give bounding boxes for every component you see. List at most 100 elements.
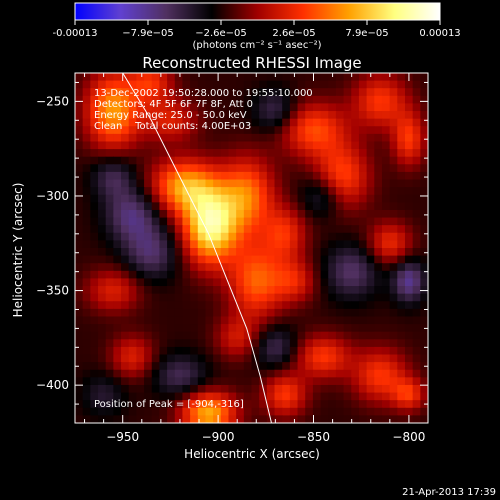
- heatmap-cell: [274, 187, 283, 196]
- heatmap-cell: [228, 194, 237, 203]
- heatmap-cell: [220, 293, 230, 302]
- heatmap-cell: [412, 278, 421, 287]
- heatmap-cell: [289, 324, 299, 333]
- heatmap-cell: [236, 293, 245, 302]
- heatmap-cell: [305, 88, 314, 97]
- heatmap-cell: [144, 308, 153, 318]
- heatmap-cell: [82, 248, 91, 257]
- heatmap-cell: [82, 339, 91, 348]
- heatmap-cell: [174, 73, 184, 82]
- heatmap-cell: [205, 255, 214, 264]
- heatmap-cell: [98, 217, 107, 226]
- heatmap-cell: [75, 156, 84, 165]
- heatmap-cell: [75, 149, 84, 158]
- heatmap-cell: [366, 133, 375, 143]
- heatmap-cell: [374, 171, 383, 181]
- heatmap-cell: [182, 362, 191, 371]
- heatmap-cell: [205, 95, 214, 105]
- heatmap-cell: [381, 194, 391, 203]
- heatmap-cell: [274, 407, 283, 416]
- heatmap-cell: [289, 133, 299, 143]
- heatmap-cell: [328, 111, 337, 120]
- heatmap-cell: [236, 73, 245, 82]
- heatmap-cell: [121, 263, 130, 272]
- heatmap-cell: [297, 126, 306, 135]
- heatmap-cell: [259, 156, 268, 165]
- heatmap-cell: [312, 354, 322, 363]
- heatmap-cell: [420, 225, 428, 234]
- heatmap-cell: [205, 217, 214, 226]
- heatmap-cell: [335, 187, 345, 196]
- heatmap-cell: [259, 126, 268, 135]
- heatmap-cell: [82, 377, 91, 386]
- heatmap-cell: [213, 354, 222, 363]
- heatmap-cell: [251, 103, 260, 112]
- heatmap-cell: [381, 278, 391, 287]
- heatmap-cell: [289, 194, 299, 203]
- heatmap-cell: [167, 278, 176, 287]
- heatmap-cell: [412, 240, 421, 249]
- heatmap-cell: [259, 225, 268, 234]
- heatmap-cell: [182, 202, 191, 211]
- heatmap-cell: [366, 217, 375, 226]
- heatmap-cell: [282, 248, 291, 257]
- heatmap-cell: [213, 133, 222, 143]
- heatmap-cell: [412, 95, 421, 105]
- heatmap-cell: [159, 225, 168, 234]
- heatmap-cell: [266, 103, 276, 112]
- colorbar-tick-label: −7.9e−05: [122, 28, 174, 39]
- heatmap-cell: [397, 240, 406, 249]
- heatmap-cell: [167, 240, 176, 249]
- heatmap-cell: [144, 255, 153, 264]
- heatmap-cell: [136, 171, 145, 181]
- heatmap-cell: [320, 384, 329, 394]
- heatmap-cell: [75, 164, 84, 173]
- heatmap-cell: [75, 270, 84, 280]
- heatmap-cell: [289, 384, 299, 394]
- heatmap-cell: [90, 240, 99, 249]
- heatmap-cell: [389, 133, 398, 143]
- heatmap-cell: [243, 103, 253, 112]
- heatmap-cell: [220, 225, 230, 234]
- heatmap-cell: [205, 369, 214, 378]
- heatmap-cell: [197, 187, 207, 196]
- heatmap-cell: [243, 301, 253, 310]
- heatmap-cell: [182, 133, 191, 143]
- heatmap-cell: [98, 225, 107, 234]
- heatmap-cell: [90, 369, 99, 378]
- heatmap-cell: [243, 171, 253, 181]
- heatmap-cell: [259, 240, 268, 249]
- heatmap-cell: [167, 324, 176, 333]
- heatmap-cell: [266, 286, 276, 295]
- heatmap-cell: [75, 346, 84, 356]
- heatmap-cell: [159, 202, 168, 211]
- heatmap-cell: [397, 156, 406, 165]
- colorbar-tick-label: 7.9e−05: [345, 28, 388, 39]
- heatmap-cell: [389, 346, 398, 356]
- heatmap-cell: [274, 118, 283, 127]
- heatmap-cell: [113, 324, 122, 333]
- heatmap-cell: [412, 187, 421, 196]
- heatmap-cell: [366, 95, 375, 105]
- heatmap-cell: [243, 88, 253, 97]
- heatmap-cell: [98, 240, 107, 249]
- heatmap-cell: [404, 255, 414, 264]
- heatmap-cell: [167, 80, 176, 89]
- heatmap-cell: [312, 209, 322, 219]
- heatmap-cell: [389, 384, 398, 394]
- heatmap-cell: [420, 339, 428, 348]
- heatmap-cell: [228, 133, 237, 143]
- heatmap-cell: [236, 171, 245, 181]
- heatmap-cell: [228, 179, 237, 188]
- heatmap-cell: [243, 217, 253, 226]
- heatmap-cell: [305, 384, 314, 394]
- heatmap-cell: [335, 286, 345, 295]
- heatmap-cell: [312, 407, 322, 416]
- heatmap-cell: [113, 400, 122, 409]
- heatmap-cell: [328, 171, 337, 181]
- heatmap-cell: [282, 202, 291, 211]
- heatmap-cell: [297, 377, 306, 386]
- heatmap-cell: [420, 88, 428, 97]
- heatmap-cell: [366, 255, 375, 264]
- heatmap-cell: [374, 339, 383, 348]
